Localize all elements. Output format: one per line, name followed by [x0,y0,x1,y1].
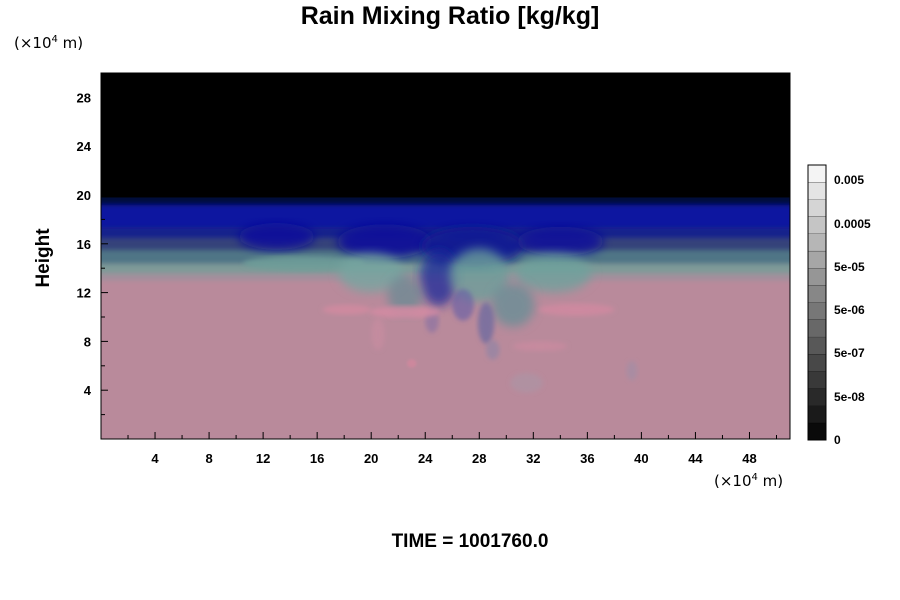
x-tick-label: 8 [205,451,212,466]
colorbar-level [808,302,826,320]
y-tick-label: 20 [77,188,91,203]
colorbar-level [808,250,826,269]
plume-blob [486,340,500,360]
plume-blob [242,256,365,271]
chart-title: Rain Mixing Ratio [kg/kg] [300,2,600,30]
plume-blob [517,226,604,256]
plot-frame [100,72,791,440]
plume-structures [238,223,638,393]
colorbar-label: 5e-08 [834,390,865,404]
plume-blob [338,253,404,293]
colorbar-level [808,199,826,217]
colorbar-level [808,371,826,389]
y-tick-label: 8 [84,334,91,349]
y-tick-label: 24 [77,139,92,154]
layer-band [101,280,790,439]
plume-blob [371,318,385,350]
colorbar-level [808,422,826,440]
heatmap-field [101,73,790,439]
plume-blob [452,288,474,321]
plume-blob [626,360,638,381]
x-tick-label: 48 [742,451,756,466]
colorbar: 0.005 0.0005 5e-05 5e-06 5e-07 5e-08 0 [807,164,871,447]
x-tick-label: 4 [151,451,159,466]
y-tick-label: 28 [77,90,91,105]
plume-blob [337,224,432,259]
plume-blob [477,302,495,344]
colorbar-label: 0.0005 [834,217,871,231]
upper-empty-region [101,73,790,198]
layer-band [101,205,790,232]
colorbar-level [808,319,826,337]
colorbar-level [808,233,826,251]
plume-blob [491,282,535,327]
colorbar-level [808,285,826,303]
colorbar-level [808,388,826,406]
plume-blob [513,341,568,352]
plume-blob [387,275,423,315]
colorbar-level [808,268,826,286]
plume-blob [449,248,509,303]
y-tick-label: 16 [77,237,91,252]
colorbar-label: 0 [834,433,841,447]
colorbar-label: 0.005 [834,173,864,187]
colorbar-level [808,216,826,234]
x-axis-unit: (×104 m) [714,472,784,490]
y-tick-label: 12 [77,286,91,301]
x-tick-label: 16 [310,451,324,466]
plume-blob [322,304,372,315]
plume-blob [238,223,315,250]
x-tick-label: 40 [634,451,648,466]
time-label: TIME = 1001760.0 [391,531,549,552]
colorbar-level [808,336,826,355]
plume-blob [406,359,417,368]
plume-blob [515,253,592,293]
colorbar-label: 5e-05 [834,260,865,274]
plume-blob [510,373,543,393]
y-tick-label: 4 [84,383,92,398]
x-tick-label: 24 [418,451,433,466]
colorbar-level [808,165,826,183]
plume-blob [538,303,615,316]
colorbar-label: 5e-07 [834,346,865,360]
plume-blob [369,306,441,319]
x-tick-label: 36 [580,451,594,466]
colorbar-frame [807,164,827,441]
x-tick-label: 20 [364,451,378,466]
x-tick-label: 44 [688,451,703,466]
colorbar-level [808,182,826,200]
plume-blob [419,249,458,307]
y-axis-unit: (×104 m) [14,34,84,52]
x-tick-label: 12 [256,451,270,466]
colorbar-level [808,354,826,372]
colorbar-label: 5e-06 [834,303,865,317]
x-tick-label: 28 [472,451,486,466]
colorbar-level [808,405,826,423]
x-tick-label: 32 [526,451,540,466]
